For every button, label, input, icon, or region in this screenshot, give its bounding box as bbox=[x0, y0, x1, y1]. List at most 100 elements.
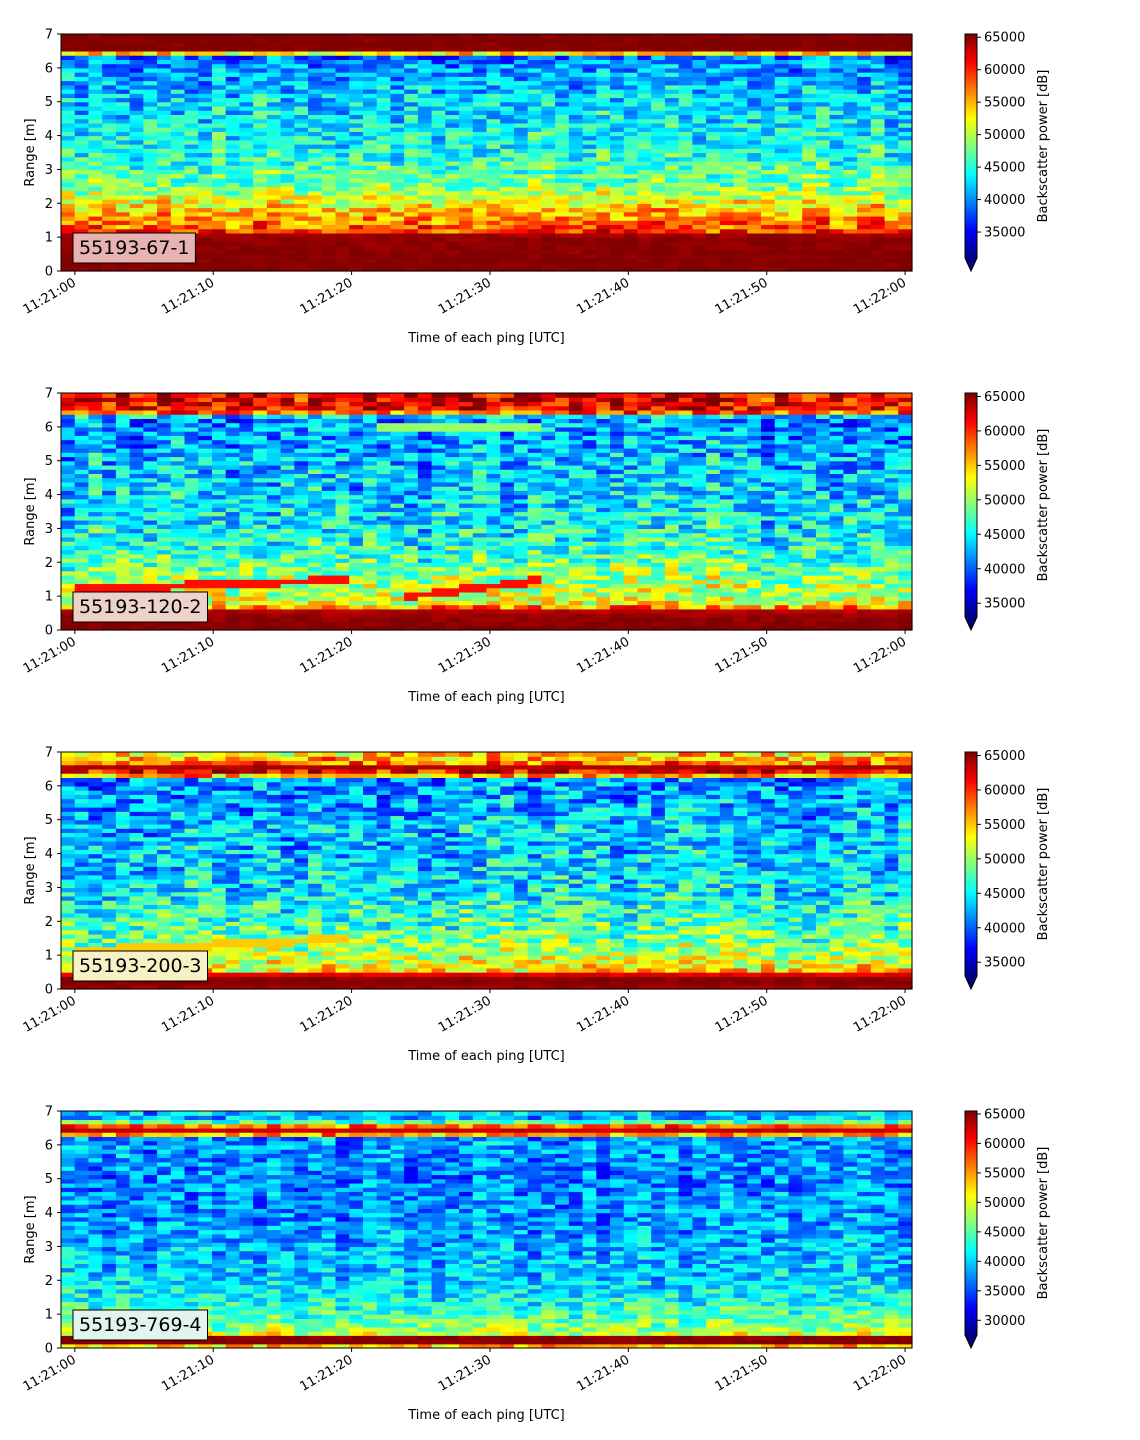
heatmap-cell bbox=[116, 34, 130, 39]
heatmap-cell bbox=[226, 452, 240, 457]
heatmap-cell bbox=[171, 38, 185, 43]
heatmap-cell bbox=[720, 97, 734, 102]
heatmap-cell bbox=[267, 592, 281, 597]
heatmap-cell bbox=[363, 440, 377, 445]
heatmap-cell bbox=[308, 541, 322, 546]
heatmap-cell bbox=[720, 51, 734, 56]
heatmap-cell bbox=[363, 482, 377, 487]
heatmap-cell bbox=[253, 609, 267, 614]
heatmap-cell bbox=[624, 144, 638, 149]
heatmap-cell bbox=[143, 423, 157, 428]
heatmap-cell bbox=[500, 114, 514, 119]
heatmap-cell bbox=[308, 199, 322, 204]
heatmap-cell bbox=[487, 102, 501, 107]
heatmap-cell bbox=[528, 93, 542, 98]
heatmap-cell bbox=[336, 575, 350, 580]
heatmap-cell bbox=[185, 456, 199, 461]
heatmap-cell bbox=[88, 575, 102, 580]
heatmap-cell bbox=[239, 562, 253, 567]
heatmap-cell bbox=[130, 482, 144, 487]
heatmap-cell bbox=[596, 241, 610, 246]
heatmap-cell bbox=[294, 64, 308, 69]
heatmap-cell bbox=[116, 410, 130, 415]
heatmap-cell bbox=[747, 34, 761, 39]
heatmap-cell bbox=[596, 258, 610, 263]
heatmap-cell bbox=[706, 241, 720, 246]
heatmap-cell bbox=[788, 233, 802, 238]
heatmap-cell bbox=[198, 212, 212, 217]
heatmap-cell bbox=[157, 571, 171, 576]
heatmap-cell bbox=[171, 42, 185, 47]
heatmap-cell bbox=[294, 473, 308, 478]
heatmap-cell bbox=[404, 131, 418, 136]
heatmap-cell bbox=[528, 216, 542, 221]
heatmap-cell bbox=[487, 237, 501, 242]
heatmap-cell bbox=[349, 34, 363, 39]
heatmap-cell bbox=[775, 224, 789, 229]
heatmap-cell bbox=[761, 59, 775, 64]
heatmap-cell bbox=[143, 520, 157, 525]
heatmap-cell bbox=[212, 119, 226, 124]
heatmap-cell bbox=[363, 516, 377, 521]
heatmap-cell bbox=[528, 81, 542, 86]
heatmap-cell bbox=[377, 486, 391, 491]
heatmap-cell bbox=[720, 140, 734, 145]
heatmap-cell bbox=[843, 127, 857, 132]
heatmap-cell bbox=[555, 102, 569, 107]
heatmap-cell bbox=[336, 216, 350, 221]
heatmap-cell bbox=[788, 174, 802, 179]
heatmap-cell bbox=[418, 224, 432, 229]
heatmap-cell bbox=[185, 567, 199, 572]
heatmap-cell bbox=[226, 212, 240, 217]
heatmap-cell bbox=[322, 241, 336, 246]
heatmap-cell bbox=[418, 195, 432, 200]
heatmap-cell bbox=[761, 38, 775, 43]
heatmap-cell bbox=[679, 182, 693, 187]
heatmap-cell bbox=[377, 579, 391, 584]
heatmap-cell bbox=[308, 55, 322, 60]
heatmap-cell bbox=[569, 89, 583, 94]
heatmap-cell bbox=[651, 76, 665, 81]
heatmap-cell bbox=[390, 97, 404, 102]
heatmap-cell bbox=[500, 140, 514, 145]
heatmap-cell bbox=[487, 59, 501, 64]
heatmap-cell bbox=[747, 178, 761, 183]
heatmap-cell bbox=[88, 414, 102, 419]
heatmap-cell bbox=[761, 263, 775, 268]
heatmap-cell bbox=[857, 199, 871, 204]
heatmap-cell bbox=[61, 47, 75, 52]
heatmap-cell bbox=[75, 127, 89, 132]
heatmap-cell bbox=[747, 161, 761, 166]
heatmap-cell bbox=[212, 64, 226, 69]
y-tick-label: 3 bbox=[45, 163, 53, 178]
heatmap-cell bbox=[61, 97, 75, 102]
heatmap-cell bbox=[885, 224, 899, 229]
heatmap-cell bbox=[377, 588, 391, 593]
heatmap-cell bbox=[102, 524, 116, 529]
heatmap-cell bbox=[761, 246, 775, 251]
heatmap-cell bbox=[75, 495, 89, 500]
heatmap-cell bbox=[898, 208, 912, 213]
heatmap-cell bbox=[583, 250, 597, 255]
heatmap-cell bbox=[239, 216, 253, 221]
heatmap-cell bbox=[761, 148, 775, 153]
heatmap-cell bbox=[322, 174, 336, 179]
heatmap-cell bbox=[239, 263, 253, 268]
heatmap-cell bbox=[445, 55, 459, 60]
heatmap-cell bbox=[185, 524, 199, 529]
heatmap-cell bbox=[226, 562, 240, 567]
heatmap-cell bbox=[459, 38, 473, 43]
heatmap-cell bbox=[500, 106, 514, 111]
heatmap-cell bbox=[171, 114, 185, 119]
heatmap-cell bbox=[555, 114, 569, 119]
heatmap-cell bbox=[528, 254, 542, 259]
heatmap-cell bbox=[185, 558, 199, 563]
heatmap-cell bbox=[294, 427, 308, 432]
heatmap-cell bbox=[377, 406, 391, 411]
heatmap-cell bbox=[761, 153, 775, 158]
heatmap-cell bbox=[88, 427, 102, 432]
heatmap-cell bbox=[514, 169, 528, 174]
heatmap-cell bbox=[253, 495, 267, 500]
heatmap-cell bbox=[363, 144, 377, 149]
heatmap-cell bbox=[349, 431, 363, 436]
